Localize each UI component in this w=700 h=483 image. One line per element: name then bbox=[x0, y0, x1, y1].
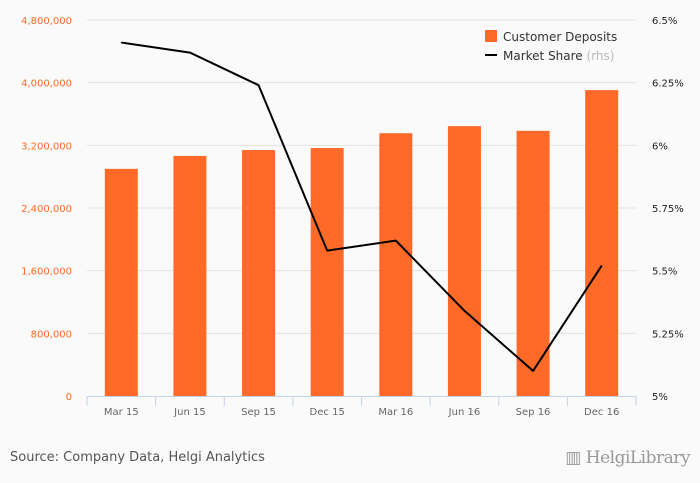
x-tick-label: Sep 15 bbox=[241, 407, 276, 418]
line-market-share bbox=[121, 41, 603, 372]
market-share-point bbox=[189, 52, 191, 54]
bar-customer-deposits bbox=[447, 126, 481, 397]
market-share-point bbox=[532, 370, 534, 372]
right-tick-label: 6.5% bbox=[652, 16, 677, 27]
bar-customer-deposits bbox=[585, 90, 619, 396]
bar-customer-deposits bbox=[310, 148, 344, 396]
market-share-point bbox=[601, 265, 603, 267]
x-tick-label: Mar 15 bbox=[104, 407, 139, 418]
market-share-point bbox=[395, 240, 397, 242]
legend-label-deposits: Customer Deposits bbox=[503, 30, 617, 44]
right-tick-label: 6% bbox=[652, 141, 668, 152]
source-note: Source: Company Data, Helgi Analytics bbox=[10, 450, 265, 465]
left-tick-label: 1,600,000 bbox=[21, 267, 72, 278]
x-tick-label: Mar 16 bbox=[378, 407, 413, 418]
bar-customer-deposits bbox=[242, 150, 276, 396]
x-tick-label: Jun 16 bbox=[448, 407, 481, 418]
right-tick-label: 6.25% bbox=[652, 79, 684, 90]
market-share-point bbox=[258, 84, 260, 86]
legend-label-market-share: Market Share (rhs) bbox=[503, 49, 614, 63]
bar-customer-deposits bbox=[104, 168, 138, 396]
x-tick-label: Dec 16 bbox=[584, 407, 619, 418]
bar-customer-deposits bbox=[516, 130, 550, 396]
legend-swatch-deposits bbox=[485, 30, 497, 42]
x-tick-label: Sep 16 bbox=[516, 407, 551, 418]
helgi-library-logo[interactable]: ▥ HelgiLibrary bbox=[565, 448, 690, 468]
market-share-point bbox=[120, 42, 122, 44]
right-tick-label: 5.75% bbox=[652, 204, 684, 215]
legend: Customer Deposits Market Share (rhs) bbox=[485, 30, 617, 63]
left-tick-label: 0 bbox=[66, 392, 72, 403]
right-tick-label: 5.25% bbox=[652, 329, 684, 340]
left-tick-label: 4,000,000 bbox=[21, 79, 72, 90]
market-share-point bbox=[463, 310, 465, 312]
bar-customer-deposits bbox=[379, 133, 413, 397]
left-tick-label: 2,400,000 bbox=[21, 204, 72, 215]
left-tick-label: 4,800,000 bbox=[21, 16, 72, 27]
left-tick-label: 3,200,000 bbox=[21, 141, 72, 152]
bar-customer-deposits bbox=[173, 155, 207, 396]
market-share-point bbox=[326, 250, 328, 252]
right-tick-label: 5.5% bbox=[652, 267, 677, 278]
x-tick-label: Dec 15 bbox=[310, 407, 345, 418]
left-tick-label: 800,000 bbox=[31, 329, 72, 340]
logo-bars-icon: ▥ bbox=[565, 448, 586, 468]
x-tick-label: Jun 15 bbox=[173, 407, 206, 418]
right-tick-label: 5% bbox=[652, 392, 668, 403]
